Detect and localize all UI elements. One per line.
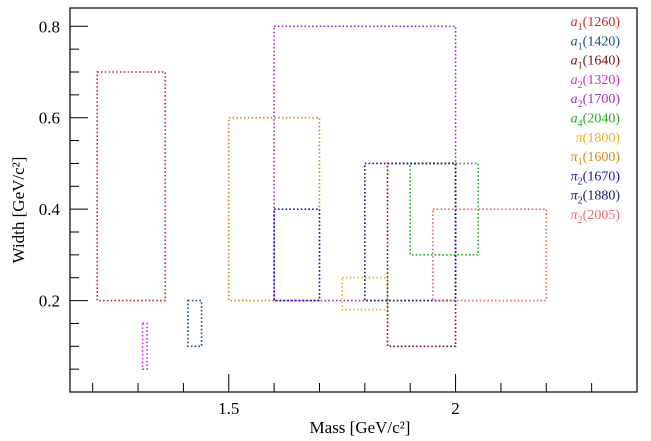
plot-frame — [69, 7, 638, 393]
range-box-a1-1260 — [96, 71, 167, 302]
y-tick-label: 0.8 — [39, 17, 60, 36]
range-box--2-2005 — [432, 208, 548, 302]
legend-entry-a2-1320: a2(1320) — [571, 73, 621, 91]
range-box-a1-1640 — [386, 162, 457, 348]
y-tick-label: 0.2 — [39, 292, 60, 311]
legend-entry-a2-1700: a2(1700) — [571, 92, 621, 110]
range-box--1800 — [341, 276, 389, 311]
legend-entry--1800: π(1800) — [576, 131, 621, 146]
x-tick-label: 1.5 — [218, 399, 239, 418]
x-axis-title: Mass [GeV/c²] — [310, 418, 411, 437]
legend-entry-a1-1640: a1(1640) — [571, 54, 621, 72]
legend-entry-a4-2040: a4(2040) — [571, 112, 621, 130]
legend-entry--2-1880: π2(1880) — [571, 189, 621, 207]
y-tick-label: 0.4 — [39, 200, 61, 219]
range-box-a2-1320 — [141, 322, 148, 370]
y-axis-title: Width [GeV/c²] — [9, 157, 28, 264]
y-tick-label: 0.6 — [39, 109, 60, 128]
x-tick-label: 2 — [451, 399, 460, 418]
range-box-a1-1420 — [187, 299, 203, 348]
legend-entry-a1-1420: a1(1420) — [571, 34, 621, 52]
range-box--2-1880 — [364, 162, 457, 302]
legend-entry-a1-1260: a1(1260) — [571, 15, 621, 33]
legend-entry--1-1600: π1(1600) — [571, 150, 621, 168]
plot-layer: 0.2 0.4 0.6 0.8 1.5 2 a1(1260)a1(1420) a1(1640)… — [39, 7, 638, 418]
range-box--2-1670 — [273, 208, 321, 302]
legend-entry--2-1670: π2(1670) — [571, 169, 621, 187]
legend-entry--2-2005: π2(2005) — [571, 208, 621, 226]
